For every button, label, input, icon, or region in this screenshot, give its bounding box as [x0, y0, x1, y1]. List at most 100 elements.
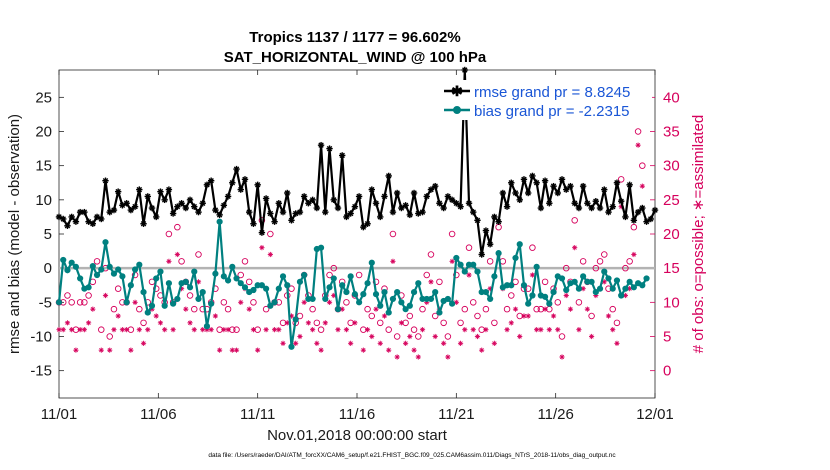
rmse-point-stroke: [212, 207, 219, 213]
obs-assimilated-stroke: [306, 320, 311, 325]
rmse-point-stroke: [597, 205, 603, 211]
bias-point: [322, 295, 329, 303]
obs-assimilated-marker: [441, 340, 447, 346]
obs-assimilated-stroke: [606, 313, 611, 319]
rmse-point-stroke: [419, 209, 426, 215]
rmse-point: [98, 215, 105, 223]
bias-point: [457, 261, 464, 268]
obs-assimilated-marker: [546, 327, 552, 333]
obs-assimilated-stroke: [572, 245, 577, 250]
rmse-point: [89, 220, 97, 227]
obs-assimilated-marker: [255, 347, 261, 353]
bias-point: [250, 286, 257, 294]
rmse-point-stroke: [356, 193, 362, 200]
rmse-point-stroke: [81, 209, 88, 215]
rmse-line: [58, 68, 656, 256]
obs-assimilated-marker: [124, 327, 130, 333]
rmse-point-stroke: [347, 210, 354, 217]
obs-assimilated-marker: [208, 327, 214, 333]
obs-assimilated-stroke: [217, 348, 222, 353]
rmse-point-stroke: [250, 221, 257, 227]
rmse-point: [491, 213, 498, 221]
obs-assimilated-marker: [572, 245, 578, 251]
rmse-point-stroke: [326, 145, 333, 152]
obs-assimilated-stroke: [154, 313, 159, 319]
obs-possible-marker: [313, 319, 321, 327]
bias-point: [520, 282, 528, 289]
rmse-point: [60, 215, 67, 223]
obs-assimilated-stroke: [166, 259, 172, 264]
bias-point: [161, 302, 168, 309]
rmse-point: [398, 204, 405, 212]
legend-bias-label: bias grand pr = -2.2315: [474, 103, 630, 120]
obs-possible-marker: [241, 258, 249, 265]
obs-assimilated-stroke: [238, 300, 243, 305]
rmse-point-stroke: [407, 212, 413, 218]
rmse-point-stroke: [580, 183, 586, 189]
obs-assimilated-stroke: [196, 279, 201, 284]
obs-assimilated-stroke: [327, 300, 332, 305]
obs-assimilated-marker: [276, 327, 282, 333]
obs-assimilated-marker: [348, 340, 354, 346]
rmse-point: [161, 196, 168, 204]
bias-point: [55, 299, 63, 306]
rmse-point-stroke: [314, 205, 320, 211]
obs-assimilated-marker: [305, 320, 311, 326]
obs-assimilated-stroke: [335, 327, 341, 332]
obs-assimilated-stroke: [538, 327, 544, 332]
obs-assimilated-stroke: [103, 293, 108, 298]
obs-assimilated-marker: [445, 354, 451, 360]
obs-assimilated-marker: [381, 313, 388, 319]
obs-assimilated-marker: [98, 347, 104, 353]
rmse-point-stroke: [216, 212, 223, 218]
obs-assimilated-marker: [225, 327, 231, 333]
obs-possible-marker: [457, 319, 464, 327]
obs-possible-marker: [558, 333, 566, 340]
rmse-point-stroke: [593, 198, 599, 204]
rmse-point: [224, 193, 232, 200]
obs-possible-marker: [609, 305, 616, 313]
y-left-tick-label: -10: [30, 329, 52, 346]
obs-possible-marker: [195, 251, 202, 258]
rmse-point-stroke: [271, 218, 278, 225]
bias-point: [170, 300, 177, 307]
obs-possible-marker: [415, 333, 422, 340]
rmse-point-stroke: [643, 218, 650, 225]
obs-assimilated-stroke: [390, 259, 396, 264]
obs-assimilated-marker: [360, 347, 366, 353]
rmse-point: [267, 210, 274, 217]
rmse-point-stroke: [601, 186, 608, 193]
rmse-point: [457, 203, 464, 210]
rmse-point-stroke: [123, 200, 130, 206]
obs-possible-marker: [178, 258, 185, 265]
y-axis-label-left: rmse and bias (model - observation): [6, 114, 23, 354]
y-left-tick-label: -15: [30, 363, 52, 380]
obs-assimilated-stroke: [120, 327, 125, 332]
obs-assimilated-stroke: [411, 348, 417, 353]
rmse-point: [246, 208, 253, 216]
rmse-point: [178, 200, 185, 207]
rmse-point-stroke: [571, 200, 578, 206]
rmse-point-stroke: [128, 207, 134, 213]
rmse-point: [203, 181, 211, 188]
obs-possible-marker: [174, 223, 181, 231]
bias-point: [351, 291, 358, 298]
y-right-tick-label: 15: [663, 260, 680, 277]
rmse-point-stroke: [77, 209, 83, 215]
obs-assimilated-stroke: [187, 320, 193, 325]
obs-possible-marker: [343, 299, 350, 306]
bias-point: [470, 261, 477, 268]
obs-assimilated-marker: [259, 245, 265, 251]
rmse-point-stroke: [68, 214, 75, 220]
obs-assimilated-stroke: [365, 327, 370, 332]
obs-assimilated-marker: [314, 340, 320, 346]
rmse-point-stroke: [508, 180, 515, 186]
rmse-point-stroke: [149, 205, 155, 211]
rmse-point: [419, 208, 426, 216]
rmse-point-stroke: [280, 209, 286, 215]
obs-assimilated-marker: [432, 333, 438, 340]
obs-possible-marker: [237, 271, 245, 279]
obs-assimilated-stroke: [555, 327, 560, 332]
rmse-point-stroke: [335, 205, 341, 211]
obs-assimilated-stroke: [137, 327, 142, 332]
